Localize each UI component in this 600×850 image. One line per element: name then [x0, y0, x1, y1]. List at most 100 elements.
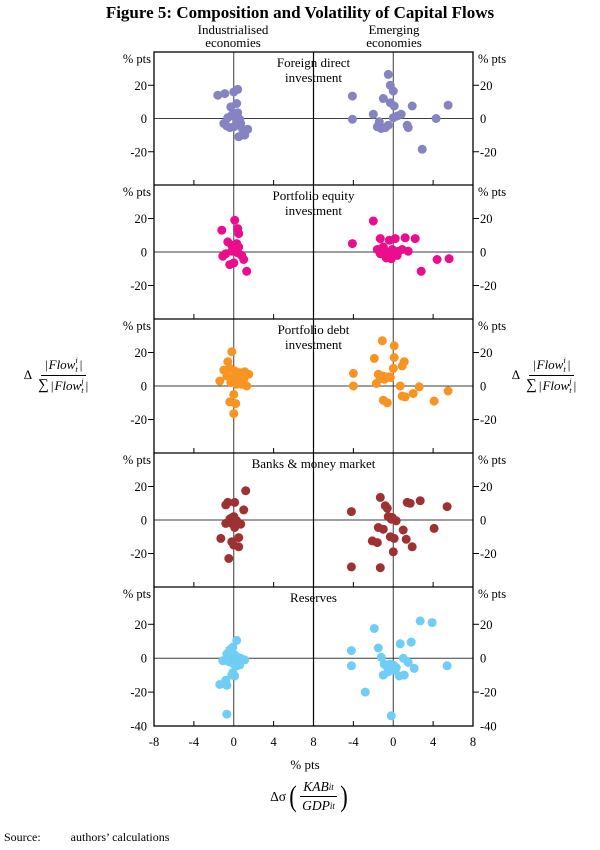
x-tick-label: -4	[189, 735, 200, 749]
x-tick-label: 0	[390, 735, 396, 749]
data-point	[383, 120, 393, 130]
data-point	[235, 660, 245, 670]
data-point	[234, 229, 244, 239]
delta-symbol: Δ	[23, 367, 33, 383]
data-point	[407, 101, 417, 111]
y-tick-label: 0	[480, 246, 486, 260]
data-point	[385, 373, 395, 383]
y-tick-label: -40	[480, 720, 497, 734]
y-axis-unit-label: % pts	[478, 52, 506, 66]
data-point	[371, 379, 381, 388]
data-point	[398, 525, 408, 535]
data-point	[234, 533, 244, 543]
y-tick-label: 0	[141, 652, 147, 666]
data-point	[383, 69, 393, 79]
y-tick-label: -20	[130, 145, 147, 159]
y-axis-unit-label: % pts	[478, 319, 506, 333]
data-point	[240, 130, 250, 140]
panel-emerging	[346, 616, 452, 721]
data-point	[375, 492, 385, 502]
data-point	[230, 215, 240, 225]
x-axis-unit-label: % pts	[290, 757, 320, 772]
data-point	[391, 516, 401, 526]
data-point	[375, 563, 385, 573]
data-point	[389, 341, 399, 351]
x-tick-label: 8	[310, 735, 316, 749]
panel-industrialised	[216, 486, 251, 563]
data-point	[348, 368, 358, 378]
data-point	[398, 653, 408, 663]
data-point	[388, 363, 398, 373]
data-point	[443, 100, 453, 110]
y-tick-label: 0	[141, 380, 147, 394]
y-tick-label: 20	[135, 212, 148, 226]
y-tick-label: 0	[480, 514, 486, 528]
x-tick-label: 8	[470, 735, 476, 749]
data-point	[376, 652, 386, 662]
data-point	[241, 486, 251, 496]
data-point	[414, 382, 424, 392]
y-tick-label: -20	[480, 413, 497, 427]
y-tick-label: 20	[480, 346, 493, 360]
data-point	[396, 109, 406, 119]
y-axis-unit-label: % pts	[123, 185, 151, 199]
data-point	[407, 542, 417, 552]
data-point	[442, 661, 452, 671]
data-point	[401, 534, 411, 544]
x-axis-formula: Δσ ( KAB it GDP it )	[225, 779, 395, 814]
data-point	[368, 109, 378, 119]
data-point	[347, 114, 357, 124]
data-point	[346, 507, 356, 517]
data-point	[228, 668, 238, 678]
data-point	[427, 618, 437, 628]
data-point	[415, 496, 425, 506]
y-tick-label: 20	[135, 480, 148, 494]
data-point	[392, 250, 402, 260]
y-axis-unit-label: % pts	[123, 52, 151, 66]
data-point	[400, 233, 410, 243]
data-point	[368, 216, 378, 226]
data-point	[220, 89, 230, 99]
y-axis-unit-label: % pts	[478, 185, 506, 199]
panel-industrialised	[213, 84, 253, 142]
column-header-line: Industrialised	[197, 22, 269, 37]
data-point	[390, 234, 400, 244]
data-point	[230, 497, 240, 507]
left-parenthesis: (	[289, 779, 297, 813]
delta-symbol: Δ	[511, 367, 521, 383]
data-point	[389, 533, 399, 543]
x-tick-label: 4	[430, 735, 437, 749]
source-label: Source:	[4, 830, 41, 844]
data-point	[215, 376, 225, 386]
y-tick-label: 0	[480, 652, 486, 666]
data-point	[405, 498, 415, 508]
column-header-line: economies	[205, 35, 261, 50]
data-point	[218, 251, 228, 261]
data-point	[217, 225, 227, 235]
x-tick-label: -4	[348, 735, 359, 749]
data-point	[399, 670, 409, 680]
data-point	[234, 542, 244, 552]
data-point	[213, 90, 223, 100]
data-point	[233, 84, 243, 94]
data-point	[231, 399, 241, 409]
data-point	[388, 547, 398, 557]
sigma-symbol: ∑	[526, 377, 537, 394]
y-tick-label: -20	[480, 686, 497, 700]
source-note: Source: authors’ calculations	[4, 830, 169, 845]
panel-industrialised	[215, 347, 254, 419]
y-tick-label: -20	[480, 145, 497, 159]
kab-gdp-fraction: KAB it GDP it	[300, 779, 337, 813]
data-point	[221, 500, 231, 510]
data-point	[216, 533, 226, 543]
data-point	[429, 396, 439, 406]
data-point	[429, 523, 439, 533]
y-tick-label: 20	[480, 480, 493, 494]
data-point	[242, 381, 252, 391]
data-point	[386, 711, 396, 721]
y-tick-label: 0	[141, 246, 147, 260]
data-point	[431, 114, 441, 123]
delta-sigma-symbol: Δσ	[270, 788, 287, 804]
